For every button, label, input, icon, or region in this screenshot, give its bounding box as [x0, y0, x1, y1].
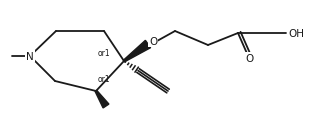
Polygon shape: [123, 41, 151, 62]
Polygon shape: [95, 91, 109, 108]
Text: OH: OH: [288, 29, 304, 39]
Text: or1: or1: [98, 74, 111, 83]
Text: O: O: [245, 54, 253, 63]
Text: N: N: [26, 52, 34, 61]
Text: O: O: [149, 37, 157, 47]
Text: or1: or1: [98, 49, 111, 58]
